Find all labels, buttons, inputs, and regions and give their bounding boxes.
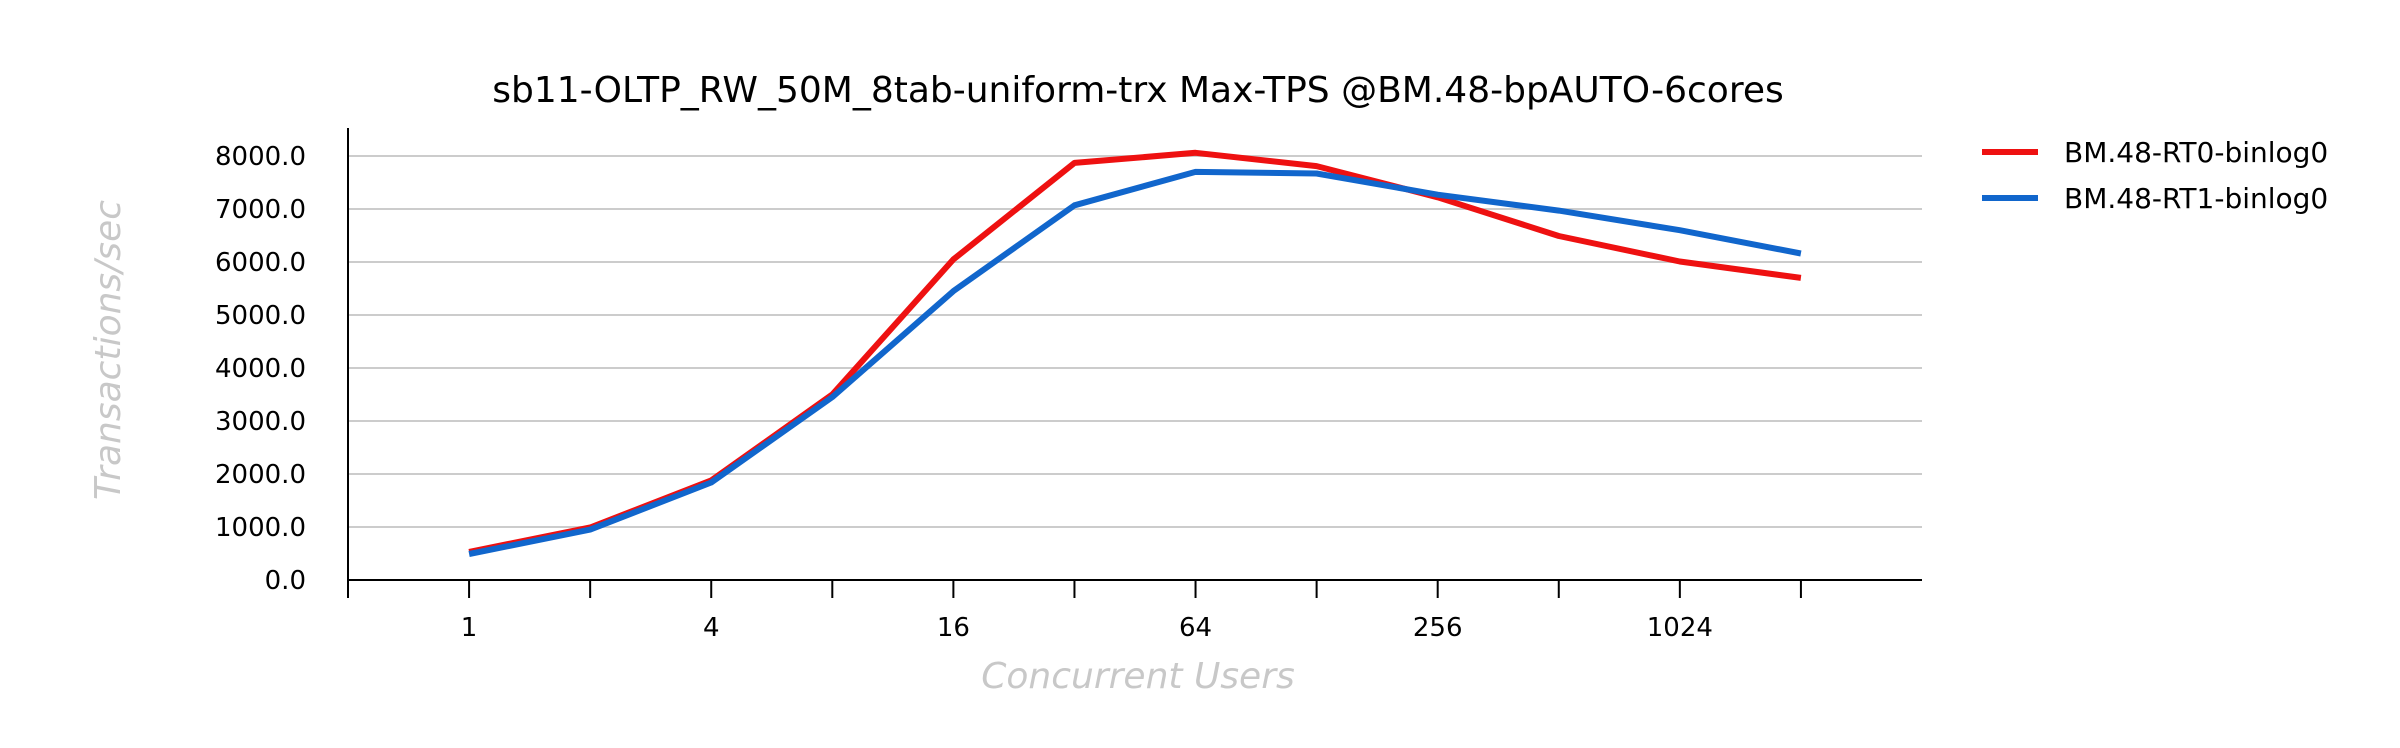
x-tick-label: 64 xyxy=(1179,613,1212,643)
y-tick-label: 6000.0 xyxy=(215,248,306,278)
y-tick-label: 4000.0 xyxy=(215,354,306,384)
legend-label-2: BM.48-RT1-binlog0 xyxy=(2064,182,2328,215)
series-line-1 xyxy=(468,149,1802,555)
series-lines xyxy=(468,149,1802,557)
y-tick-label: 0.0 xyxy=(265,566,306,596)
y-axis-title: Transactions/sec xyxy=(88,200,129,500)
y-tick-label: 5000.0 xyxy=(215,301,306,331)
legend-label-1: BM.48-RT0-binlog0 xyxy=(2064,136,2328,169)
x-tick-label: 1 xyxy=(461,613,478,643)
grid-lines xyxy=(348,155,1922,528)
x-tick-label: 4 xyxy=(703,613,720,643)
tick-labels: 0.0 1000.0 2000.0 3000.0 4000.0 5000.0 6000.0 7… xyxy=(215,142,1713,643)
x-tick-label: 1024 xyxy=(1647,613,1713,643)
x-axis-title: Concurrent Users xyxy=(981,656,1295,697)
axes xyxy=(347,128,1922,598)
chart-title: sb11-OLTP_RW_50M_8tab-uniform-trx Max-TP… xyxy=(492,70,1783,111)
x-tick-label: 16 xyxy=(937,613,970,643)
y-tick-label: 8000.0 xyxy=(215,142,306,172)
y-tick-label: 1000.0 xyxy=(215,513,306,543)
y-tick-label: 2000.0 xyxy=(215,460,306,490)
x-tick-label: 256 xyxy=(1413,613,1463,643)
legend: BM.48-RT0-binlog0 BM.48-RT1-binlog0 xyxy=(1982,136,2328,215)
series-line-2 xyxy=(468,168,1802,557)
y-tick-label: 7000.0 xyxy=(215,195,306,225)
y-tick-label: 3000.0 xyxy=(215,407,306,437)
